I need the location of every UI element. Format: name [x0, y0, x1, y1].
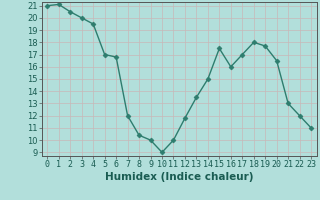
X-axis label: Humidex (Indice chaleur): Humidex (Indice chaleur) — [105, 172, 253, 182]
